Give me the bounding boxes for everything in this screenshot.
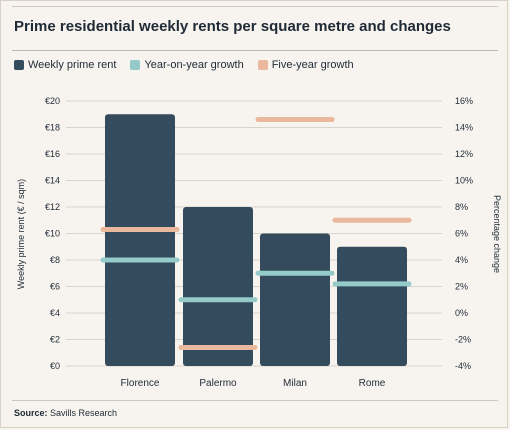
y2-tick-label: -4% (455, 361, 471, 371)
y2-tick-label: 12% (455, 149, 473, 159)
y-tick-label: €10 (45, 229, 60, 239)
y-tick-label: €18 (45, 123, 60, 133)
y-tick-label: €0 (50, 361, 60, 371)
y-tick-label: €14 (45, 176, 60, 186)
title-divider (12, 50, 498, 51)
source-note: Source: Savills Research (14, 408, 117, 418)
y2-tick-label: 14% (455, 123, 473, 133)
legend-swatch-rent (14, 60, 24, 70)
y-tick-label: €6 (50, 282, 60, 292)
legend-swatch-five-year (257, 60, 268, 70)
y2-axis-label: Percentage change (492, 195, 502, 273)
legend-item-five-year: Five-year growth (257, 59, 354, 71)
source-label: Source: (14, 408, 48, 418)
bar-rome (337, 246, 407, 366)
y-axis-label: Weekly prime rent (€ / sqm) (16, 179, 26, 289)
bar-palermo (183, 207, 253, 366)
legend-item-rent: Weekly prime rent (14, 59, 116, 71)
y-tick-label: €4 (50, 308, 60, 318)
legend-label-rent: Weekly prime rent (28, 59, 117, 71)
y-tick-label: €12 (45, 202, 60, 212)
legend-label-yoy: Year-on-year growth (144, 59, 244, 71)
legend-item-yoy: Year-on-year growth (130, 59, 244, 71)
x-tick-label: Palermo (199, 378, 237, 389)
y-tick-label: €20 (45, 96, 60, 106)
y2-tick-label: 16% (455, 96, 473, 106)
legend-label-five-year: Five-year growth (271, 59, 354, 71)
y2-tick-label: 4% (455, 255, 468, 265)
bar-milan (260, 233, 330, 366)
y2-tick-label: 8% (455, 202, 468, 212)
legend-swatch-yoy (130, 60, 141, 70)
bar-florence (105, 114, 175, 366)
x-tick-label: Milan (283, 378, 307, 389)
footer-divider (12, 400, 498, 401)
x-tick-label: Rome (359, 378, 386, 389)
y-tick-label: €2 (50, 335, 60, 345)
y-tick-label: €16 (45, 149, 60, 159)
legend: Weekly prime rent Year-on-year growth Fi… (14, 58, 368, 72)
source-text: Savills Research (50, 408, 118, 418)
y2-tick-label: -2% (455, 335, 471, 345)
x-tick-label: Florence (121, 378, 160, 389)
y2-tick-label: 6% (455, 229, 468, 239)
y-tick-label: €8 (50, 255, 60, 265)
chart-title: Prime residential weekly rents per squar… (14, 18, 451, 35)
y2-tick-label: 2% (455, 282, 468, 292)
y2-tick-label: 0% (455, 308, 468, 318)
top-rule (12, 6, 498, 7)
y2-tick-label: 10% (455, 176, 473, 186)
